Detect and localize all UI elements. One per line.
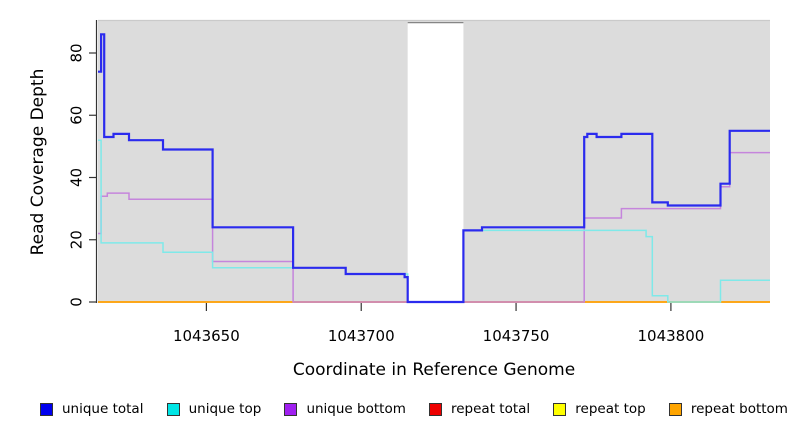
legend-label: repeat top: [575, 401, 646, 417]
y-tick-label: 40: [67, 168, 85, 187]
legend-item-unique-total: unique total: [40, 401, 143, 417]
y-tick-label: 80: [67, 43, 85, 62]
legend-swatch-icon: [428, 402, 442, 416]
legend-item-repeat-bottom: repeat bottom: [668, 401, 788, 417]
x-tick-label: 1043700: [328, 327, 395, 345]
y-tick-label: 20: [67, 230, 85, 249]
y-tick-label: 0: [67, 297, 85, 307]
legend-swatch-icon: [553, 402, 567, 416]
legend-label: repeat total: [450, 401, 531, 417]
x-tick-label: 1043750: [483, 327, 550, 345]
legend-label: unique total: [62, 401, 144, 417]
legend-item-unique-top: unique top: [166, 401, 262, 417]
x-axis-title: Coordinate in Reference Genome: [292, 360, 576, 380]
y-axis-title: Read Coverage Depth: [28, 68, 48, 256]
legend-swatch-icon: [40, 402, 53, 416]
legend-item-repeat-total: repeat total: [428, 401, 531, 417]
y-tick-label: 60: [67, 106, 85, 125]
legend-label: repeat bottom: [690, 401, 788, 417]
series-unique-total: [98, 33, 770, 304]
legend-item-unique-bottom: unique bottom: [284, 401, 406, 417]
covered-region-left: [98, 20, 408, 302]
x-tick-label: 1043650: [173, 327, 240, 345]
legend-label: unique top: [188, 401, 262, 417]
legend-swatch-icon: [284, 402, 298, 416]
legend-label: unique bottom: [306, 401, 406, 417]
legend: unique total unique top unique bottom repea…: [40, 396, 788, 422]
legend-swatch-icon: [166, 402, 180, 416]
x-tick-label: 1043800: [637, 327, 704, 345]
legend-item-repeat-top: repeat top: [553, 401, 646, 417]
covered-region-right: [463, 20, 770, 302]
legend-swatch-icon: [668, 402, 682, 416]
